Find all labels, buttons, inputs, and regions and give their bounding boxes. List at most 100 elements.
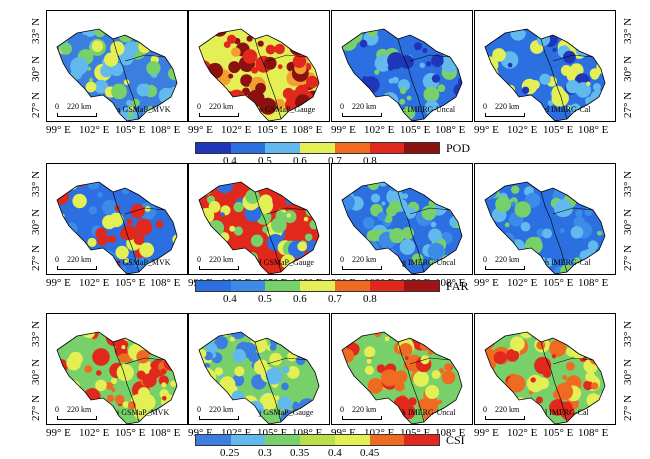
scale-line <box>485 416 525 420</box>
longitude-label: 105° E <box>115 277 146 289</box>
longitude-label: 108° E <box>578 427 609 439</box>
sichuan-map <box>198 28 320 121</box>
longitude-label: 105° E <box>543 427 574 439</box>
scale-distance: 220 km <box>209 102 234 111</box>
sichuan-map <box>341 28 463 121</box>
colorbar-tick: 0.35 <box>290 447 310 459</box>
longitude-label: 99° E <box>46 124 71 136</box>
scale-distance: 220 km <box>352 405 377 414</box>
latitude-label-left: 27° N <box>30 91 42 118</box>
latitude-label-left: 27° N <box>30 244 42 271</box>
latitude-label-left: 30° N <box>30 55 42 82</box>
longitude-label: 102° E <box>79 427 110 439</box>
latitude-label-right: 27° N <box>622 244 634 271</box>
colorbar-title: FAR <box>446 279 469 293</box>
latitude-label-left: 27° N <box>30 394 42 421</box>
scale-line <box>57 113 97 117</box>
colorbar-segment <box>265 435 301 445</box>
colorbar-segment <box>300 281 335 291</box>
scale-line <box>199 416 239 420</box>
longitude-label: 108° E <box>150 124 181 136</box>
colorbar-title: POD <box>446 141 471 155</box>
longitude-label: 105° E <box>257 124 288 136</box>
colorbar-segment <box>196 143 231 153</box>
latitude-label-right: 30° N <box>622 358 634 385</box>
panel-label: j GSMaP_Gauge <box>259 408 314 417</box>
scale-zero: 0 <box>483 255 487 264</box>
scale-line <box>199 113 239 117</box>
latitude-label-right: 33° N <box>622 170 634 197</box>
scale-zero: 0 <box>340 255 344 264</box>
longitude-label: 99° E <box>474 124 499 136</box>
sichuan-map <box>341 181 463 274</box>
panel-label: b GSMaP_Gauge <box>259 105 316 114</box>
panel-label: f GSMaP_Gauge <box>259 258 314 267</box>
scale-zero: 0 <box>340 405 344 414</box>
sichuan-map <box>484 181 606 274</box>
colorbar-title: CSI <box>446 433 465 447</box>
longitude-label: 99° E <box>331 124 356 136</box>
colorbar-tick: 0.4 <box>223 293 237 305</box>
longitude-label: 108° E <box>292 124 323 136</box>
colorbar-segment <box>334 435 370 445</box>
colorbar-segment <box>265 281 301 291</box>
map-panel: 0 220 km g IMERG-Uncal <box>331 163 473 275</box>
longitude-label: 108° E <box>150 427 181 439</box>
sichuan-map <box>198 181 320 274</box>
longitude-label: 108° E <box>578 124 609 136</box>
longitude-label: 102° E <box>79 124 110 136</box>
longitude-label: 102° E <box>507 124 538 136</box>
map-panel: 0 220 km a GSMaP_MVK <box>46 10 188 122</box>
scale-line <box>342 416 382 420</box>
longitude-label: 102° E <box>507 277 538 289</box>
latitude-label-left: 30° N <box>30 208 42 235</box>
sichuan-map <box>56 181 178 274</box>
longitude-label: 105° E <box>115 427 146 439</box>
longitude-label: 102° E <box>364 124 395 136</box>
scale-line <box>57 416 97 420</box>
colorbar-tick: 0.25 <box>220 447 240 459</box>
panel-label: a GSMaP_MVK <box>117 105 171 114</box>
sichuan-map <box>484 331 606 424</box>
latitude-label-right: 33° N <box>622 320 634 347</box>
scale-distance: 220 km <box>209 405 234 414</box>
scale-line <box>342 113 382 117</box>
panel-label: e GSMaP_MVK <box>117 258 171 267</box>
latitude-label-right: 27° N <box>622 91 634 118</box>
longitude-label: 102° E <box>79 277 110 289</box>
longitude-label: 105° E <box>400 124 431 136</box>
scale-zero: 0 <box>55 102 59 111</box>
scale-distance: 220 km <box>209 255 234 264</box>
scale-zero: 0 <box>483 405 487 414</box>
colorbar-segment <box>230 435 266 445</box>
longitude-label: 105° E <box>543 124 574 136</box>
scale-distance: 220 km <box>67 405 92 414</box>
panel-label: d IMERG-Cal <box>545 105 591 114</box>
colorbar-pod <box>195 142 440 154</box>
latitude-label-right: 27° N <box>622 394 634 421</box>
colorbar-segment <box>369 435 405 445</box>
sichuan-map <box>56 331 178 424</box>
longitude-label: 99° E <box>46 427 71 439</box>
scale-zero: 0 <box>197 405 201 414</box>
scale-zero: 0 <box>55 405 59 414</box>
latitude-label-left: 33° N <box>30 170 42 197</box>
latitude-label-right: 30° N <box>622 55 634 82</box>
longitude-label: 108° E <box>435 427 466 439</box>
scale-zero: 0 <box>340 102 344 111</box>
panel-label: l IMERG-Cal <box>545 408 589 417</box>
longitude-label: 102° E <box>507 427 538 439</box>
scale-zero: 0 <box>55 255 59 264</box>
longitude-label: 108° E <box>435 124 466 136</box>
longitude-label: 99° E <box>188 124 213 136</box>
colorbar-segment <box>265 143 301 153</box>
map-panel: 0 220 km f GSMaP_Gauge <box>188 163 330 275</box>
longitude-label: 108° E <box>150 277 181 289</box>
colorbar-segment <box>196 435 231 445</box>
map-panel: 0 220 km b GSMaP_Gauge <box>188 10 330 122</box>
scale-line <box>342 266 382 270</box>
panel-label: i GSMaP_MVK <box>117 408 170 417</box>
sichuan-map <box>198 331 320 424</box>
colorbar-tick: 0.4 <box>328 447 342 459</box>
colorbar-segment <box>230 281 266 291</box>
